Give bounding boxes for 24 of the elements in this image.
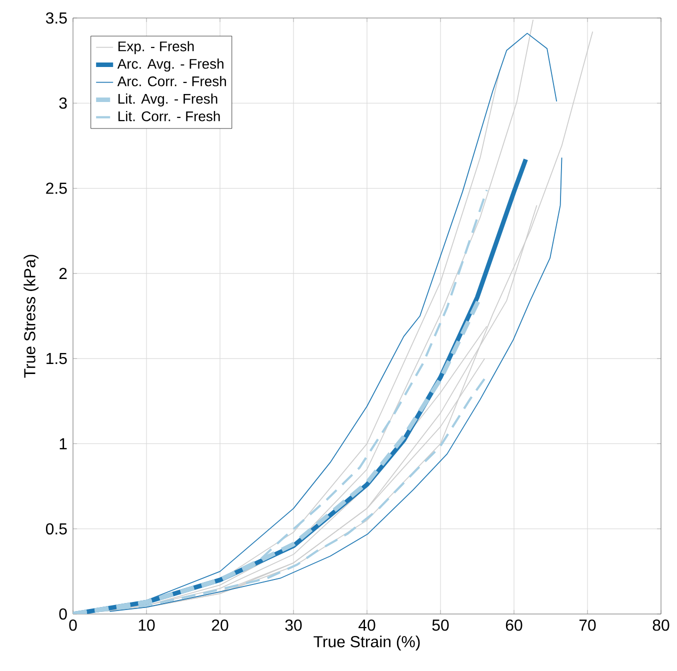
x-tick-label: 0: [69, 620, 77, 631]
legend-label: Exp. - Fresh: [118, 41, 194, 54]
y-tick-label: 3: [59, 98, 67, 109]
y-tick-label: 1: [60, 438, 67, 450]
y-tick-label: 1.5: [46, 353, 67, 364]
legend-label: Arc. Corr. - Fresh: [117, 76, 226, 86]
y-tick-label: 2.5: [46, 182, 67, 194]
y-tick-label: 0: [59, 608, 67, 620]
x-tick-label: 20: [212, 620, 228, 631]
y-tick-label: 2: [59, 268, 67, 279]
y-tick-label: 3.5: [46, 12, 67, 24]
legend-label: Lit. Corr. - Fresh: [118, 111, 220, 122]
x-tick-label: 80: [652, 620, 670, 631]
y-tick-label: 0.5: [46, 523, 67, 534]
x-tick-label: 60: [506, 620, 522, 631]
x-tick-label: 50: [432, 620, 449, 631]
x-tick-label: 40: [358, 620, 376, 631]
x-axis-title: True Strain (%): [314, 636, 420, 650]
x-tick-label: 70: [579, 620, 596, 631]
x-tick-label: 10: [138, 620, 155, 631]
y-axis-title: True Stress (kPa): [24, 254, 38, 378]
x-tick-label: 30: [285, 620, 302, 631]
legend-label: Arc. Avg. - Fresh: [117, 58, 224, 72]
legend-label: Lit. Avg. - Fresh: [118, 94, 218, 107]
